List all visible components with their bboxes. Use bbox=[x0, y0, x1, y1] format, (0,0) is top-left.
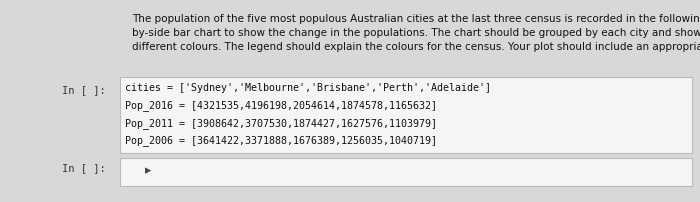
Text: Pop_2006 = [3641422,3371888,1676389,1256035,1040719]: Pop_2006 = [3641422,3371888,1676389,1256… bbox=[125, 136, 437, 146]
Text: Pop_2011 = [3908642,3707530,1874427,1627576,1103979]: Pop_2011 = [3908642,3707530,1874427,1627… bbox=[125, 118, 437, 129]
Text: different colours. The legend should explain the colours for the census. Your pl: different colours. The legend should exp… bbox=[132, 42, 700, 52]
FancyBboxPatch shape bbox=[120, 77, 692, 153]
Text: by-side bar chart to show the change in the populations. The chart should be gro: by-side bar chart to show the change in … bbox=[132, 28, 700, 38]
Text: The population of the five most populous Australian cities at the last three cen: The population of the five most populous… bbox=[132, 14, 700, 24]
FancyBboxPatch shape bbox=[120, 158, 692, 186]
Text: In [ ]:: In [ ]: bbox=[62, 85, 106, 95]
Text: cities = ['Sydney','Melbourne','Brisbane','Perth','Adelaide']: cities = ['Sydney','Melbourne','Brisbane… bbox=[125, 83, 491, 93]
Text: In [ ]:: In [ ]: bbox=[62, 163, 106, 173]
Text: ▸: ▸ bbox=[145, 164, 151, 177]
Text: Pop_2016 = [4321535,4196198,2054614,1874578,1165632]: Pop_2016 = [4321535,4196198,2054614,1874… bbox=[125, 101, 437, 112]
